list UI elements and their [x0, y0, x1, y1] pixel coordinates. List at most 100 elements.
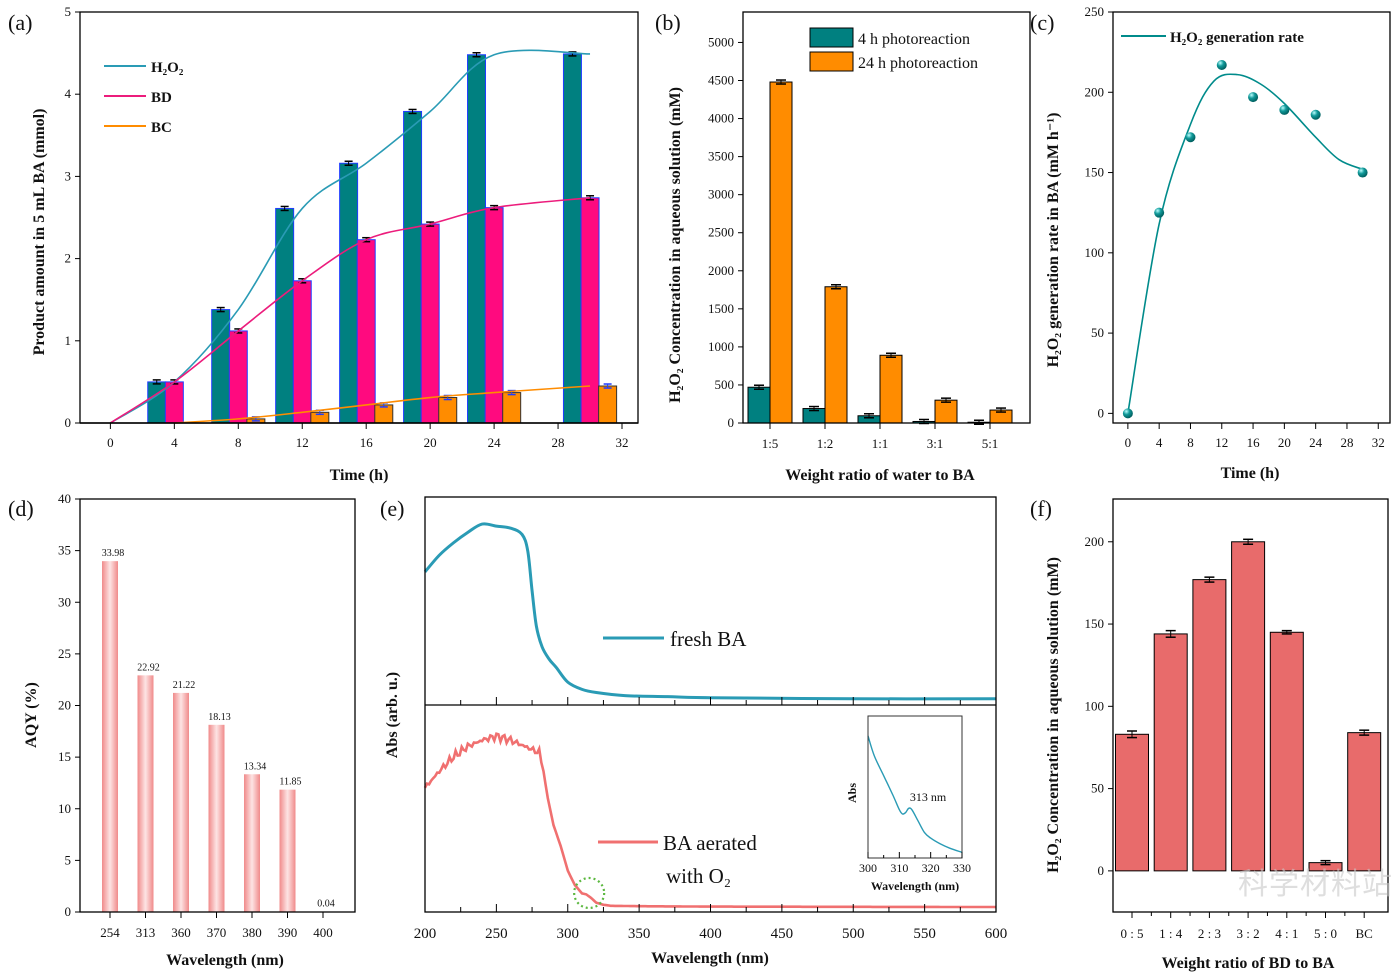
bar-4 h photoreaction [747, 386, 771, 424]
bar-H₂O₂ [467, 54, 487, 424]
bar-BD [420, 223, 440, 424]
x-tick-label: 380 [242, 925, 262, 940]
x-tick-label: 5:1 [982, 436, 999, 451]
y-tick-label: 20 [58, 698, 71, 713]
panel-label-b: (b) [655, 10, 681, 35]
inset-x-tick-label: 330 [953, 861, 971, 875]
y-tick-label: 0 [1098, 405, 1105, 420]
fit-curve-H₂O₂ [109, 49, 591, 424]
data-label: 33.98 [102, 548, 125, 559]
panel-label-f: (f) [1030, 496, 1052, 521]
x-axis-label: Weight ratio of BD to BA [1162, 955, 1335, 972]
x-tick-label: 0 [107, 435, 114, 450]
y-tick-label: 1 [65, 333, 72, 348]
y-axis-label: H₂O₂ Concentration in aqueous solution (… [667, 87, 684, 403]
y-axis-label: H₂O₂ generation rate in BA (mM h⁻¹) [1045, 113, 1062, 368]
data-point [1248, 92, 1259, 103]
x-tick-label: 1:2 [817, 436, 834, 451]
x-tick-label: 0 : 5 [1120, 926, 1143, 941]
x-tick-label: BC [1356, 926, 1373, 941]
x-tick-label: 2 : 3 [1198, 926, 1221, 941]
x-tick-label: 32 [1372, 435, 1385, 450]
y-tick-label: 0 [65, 415, 72, 430]
bar-H₂O₂ [403, 110, 423, 424]
y-tick-label: 50 [1091, 781, 1104, 796]
bar-H₂O₂ [275, 207, 295, 424]
y-tick-label: 150 [1085, 165, 1105, 180]
x-tick-label: 4 [171, 435, 178, 450]
inset-x-tick-label: 300 [859, 861, 877, 875]
inset-x-tick-label: 320 [922, 861, 940, 875]
legend-swatch [809, 51, 854, 72]
bar [1231, 541, 1266, 872]
x-tick-label: 16 [1247, 435, 1261, 450]
bar-H₂O₂ [147, 381, 167, 424]
x-tick-label: 500 [842, 926, 865, 942]
x-axis-label: Weight ratio of water to BA [785, 467, 975, 484]
x-tick-label: 1:1 [872, 436, 889, 451]
bar-BC [438, 397, 458, 424]
fit-curve-BC [174, 385, 591, 424]
x-tick-label: 20 [424, 435, 437, 450]
legend-label: 4 h photoreaction [858, 31, 970, 48]
y-tick-label: 30 [58, 594, 71, 609]
y-tick-label: 5000 [708, 34, 734, 49]
x-tick-label: 3 : 2 [1237, 926, 1260, 941]
bar [102, 561, 118, 912]
data-label: 11.85 [279, 777, 301, 788]
x-tick-label: 12 [296, 435, 309, 450]
data-point [1154, 207, 1165, 218]
y-tick-label: 200 [1085, 534, 1105, 549]
x-tick-label: 4 [1156, 435, 1163, 450]
x-tick-label: 600 [985, 926, 1008, 942]
inset-y-axis-label: Abs [845, 783, 859, 803]
y-tick-label: 4500 [708, 73, 734, 88]
x-tick-label: 5 : 0 [1314, 926, 1337, 941]
x-axis-label: Time (h) [330, 467, 389, 484]
bar-BD [580, 197, 600, 424]
legend-swatch [809, 27, 854, 48]
y-tick-label: 100 [1085, 245, 1105, 260]
panel-label-d: (d) [8, 496, 34, 521]
x-tick-label: 313 [136, 925, 156, 940]
x-axis-label: Time (h) [1221, 465, 1280, 482]
data-point [1310, 109, 1321, 120]
legend-label: fresh BA [670, 627, 747, 651]
bar [173, 692, 189, 912]
inset-plot-area [867, 715, 963, 859]
bar-H₂O₂ [211, 309, 231, 424]
x-tick-label: 360 [171, 925, 191, 940]
legend-label: BA aerated [663, 831, 757, 855]
y-tick-label: 2000 [708, 263, 734, 278]
data-label: 0.04 [317, 899, 335, 910]
y-tick-label: 0 [65, 904, 72, 919]
y-tick-label: 100 [1085, 698, 1105, 713]
x-tick-label: 1 : 4 [1159, 926, 1183, 941]
y-tick-label: 50 [1091, 325, 1104, 340]
x-tick-label: 450 [771, 926, 794, 942]
x-tick-label: 200 [414, 926, 437, 942]
data-point [1122, 408, 1133, 419]
y-tick-label: 3 [65, 168, 72, 183]
bar [1115, 733, 1149, 872]
panel-label-e: (e) [380, 496, 404, 521]
bar [1347, 732, 1382, 872]
bar-H₂O₂ [339, 162, 359, 424]
panel-label-c: (c) [1030, 10, 1054, 35]
y-axis-label: AQY (%) [23, 682, 40, 748]
y-tick-label: 4000 [708, 111, 734, 126]
data-point [1357, 167, 1368, 178]
x-tick-label: 400 [313, 925, 333, 940]
x-tick-label: 12 [1215, 435, 1228, 450]
y-tick-label: 0 [1098, 863, 1105, 878]
y-tick-label: 2 [65, 251, 72, 266]
y-tick-label: 500 [715, 377, 735, 392]
spectrum-fresh-ba [423, 522, 997, 701]
x-tick-label: 24 [488, 435, 502, 450]
y-tick-label: 2500 [708, 225, 734, 240]
x-tick-label: 4 : 1 [1275, 926, 1298, 941]
x-tick-label: 3:1 [927, 436, 944, 451]
data-label: 18.13 [208, 712, 231, 723]
y-tick-label: 15 [58, 749, 71, 764]
y-tick-label: 1500 [708, 301, 734, 316]
